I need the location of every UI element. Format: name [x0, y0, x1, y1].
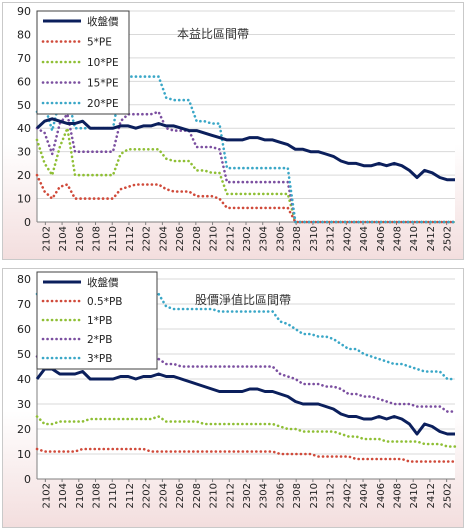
x-tick-label: 2406	[376, 483, 387, 508]
x-tick-label: 2102	[41, 226, 52, 251]
x-tick-label: 2310	[309, 226, 320, 251]
y-tick-label: 70	[17, 298, 31, 311]
y-tick-label: 80	[17, 28, 31, 41]
legend-label: 收盤價	[87, 276, 119, 289]
legend-label: 2*PB	[87, 334, 112, 346]
series-line	[35, 117, 455, 182]
series-line	[35, 173, 457, 224]
pe-band-chart: 0 10 20 30 40 50 60 70 80 90 2102 2104 2106 2108 2110 2…	[17, 5, 457, 251]
x-tick-label: 2408	[392, 483, 403, 508]
y-tick-label: 50	[17, 348, 31, 361]
legend-label: 15*PE	[87, 78, 119, 90]
series-line	[35, 367, 455, 436]
series-line	[35, 415, 457, 448]
y-tick-label: 60	[17, 323, 31, 336]
y-tick-label: 80	[17, 273, 31, 286]
x-tick-label: 2404	[359, 226, 370, 251]
x-tick-label: 2306	[275, 483, 286, 508]
x-tick-label: 2304	[259, 483, 270, 508]
x-tick-label: 2106	[75, 483, 86, 508]
x-tick-label: 2404	[359, 483, 370, 508]
pe-band-chart-panel: 0 10 20 30 40 50 60 70 80 90 2102 2104 2106 2108 2110 2…	[2, 2, 464, 260]
x-tick-label: 2204	[158, 483, 169, 508]
legend-label: 1*PB	[87, 315, 112, 327]
x-tick-label: 2112	[125, 226, 136, 251]
x-tick-label: 2208	[192, 483, 203, 508]
y-tick-label: 70	[17, 52, 31, 65]
y-tick-label: 40	[17, 122, 31, 135]
legend-label: 3*PB	[87, 353, 112, 365]
x-tick-label: 2308	[292, 226, 303, 251]
y-tick-label: 40	[17, 373, 31, 386]
x-tick-label: 2202	[142, 226, 153, 251]
legend-label: 10*PE	[87, 57, 119, 69]
y-tick-label: 0	[24, 216, 31, 229]
x-tick-label: 2208	[192, 226, 203, 251]
legend-label: 0.5*PB	[87, 296, 122, 308]
x-tick-label: 2206	[175, 226, 186, 251]
y-tick-label: 50	[17, 99, 31, 112]
x-tick-label: 2408	[392, 226, 403, 251]
x-tick-label: 2102	[41, 483, 52, 508]
x-tick-label: 2202	[142, 483, 153, 508]
x-tick-label: 2412	[426, 226, 437, 251]
x-tick-label: 2210	[209, 483, 220, 508]
legend-label: 5*PE	[87, 37, 112, 49]
y-tick-label: 0	[24, 473, 31, 486]
x-tick-label: 2312	[326, 483, 337, 508]
x-tick-label: 2406	[376, 226, 387, 251]
x-tick-label: 2410	[409, 483, 420, 508]
x-tick-label: 2212	[225, 226, 236, 251]
x-tick-label: 2206	[175, 483, 186, 508]
x-tick-label: 2112	[125, 483, 136, 508]
x-tick-label: 2502	[443, 226, 454, 251]
y-tick-label: 20	[17, 169, 31, 182]
series-line	[35, 292, 457, 381]
x-tick-label: 2104	[58, 226, 69, 251]
x-tick-label: 2304	[259, 226, 270, 251]
y-tick-label: 30	[17, 398, 31, 411]
x-tick-label: 2302	[242, 226, 253, 251]
x-tick-label: 2110	[108, 483, 119, 508]
y-tick-label: 10	[17, 448, 31, 461]
x-tick-label: 2210	[209, 226, 220, 251]
x-tick-label: 2106	[75, 226, 86, 251]
y-tick-label: 10	[17, 193, 31, 206]
y-tick-label: 30	[17, 146, 31, 159]
x-tick-label: 2402	[342, 483, 353, 508]
x-tick-label: 2212	[225, 483, 236, 508]
x-tick-label: 2412	[426, 483, 437, 508]
x-tick-label: 2204	[158, 226, 169, 251]
x-tick-label: 2110	[108, 226, 119, 251]
chart-title: 股價淨值比區間帶	[195, 292, 291, 307]
x-tick-label: 2104	[58, 483, 69, 508]
pb-band-chart-panel: 0 10 20 30 40 50 60 70 80 2102 2104 2106 2108 2110 211…	[2, 268, 464, 528]
chart-title: 本益比區間帶	[177, 27, 249, 41]
legend-label: 收盤價	[87, 15, 119, 28]
series-line	[35, 447, 457, 463]
x-tick-label: 2308	[292, 483, 303, 508]
x-tick-label: 2108	[92, 483, 103, 508]
x-tick-label: 2502	[443, 483, 454, 508]
pb-band-chart: 0 10 20 30 40 50 60 70 80 2102 2104 2106 2108 2110 211…	[17, 271, 457, 508]
y-tick-label: 60	[17, 75, 31, 88]
x-tick-label: 2306	[275, 226, 286, 251]
x-tick-label: 2402	[342, 226, 353, 251]
x-tick-label: 2310	[309, 483, 320, 508]
y-tick-label: 90	[17, 5, 31, 18]
y-tick-label: 20	[17, 423, 31, 436]
x-tick-label: 2410	[409, 226, 420, 251]
x-tick-label: 2108	[92, 226, 103, 251]
legend-label: 20*PE	[87, 98, 119, 110]
x-tick-label: 2312	[326, 226, 337, 251]
x-tick-label: 2302	[242, 483, 253, 508]
